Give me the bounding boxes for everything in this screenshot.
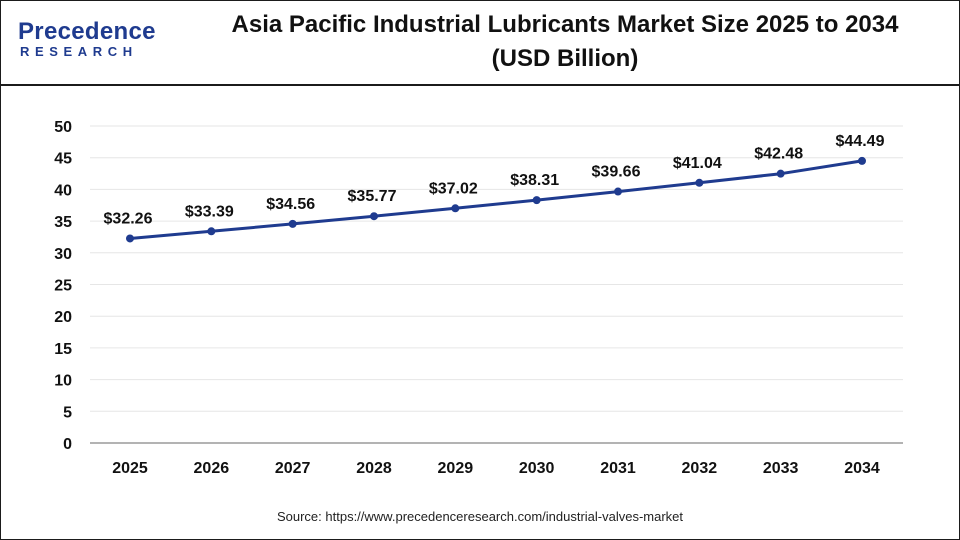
y-tick-label: 50 [54,119,72,136]
data-point [614,187,622,196]
y-tick-labels: 0 5 10 15 20 25 30 35 40 45 50 [54,119,72,453]
data-point [858,156,866,165]
data-label: $39.66 [592,164,641,181]
series-line [129,159,863,240]
precedence-research-logo: Precedence RESEARCH [18,18,168,66]
x-tick-label: 2033 [763,460,799,477]
x-tick-label: 2027 [275,460,311,477]
header: Precedence RESEARCH Asia Pacific Industr… [0,0,960,84]
chart-title-line-2: (USD Billion) [491,45,639,72]
y-tick-label: 25 [54,278,72,295]
chart-title: Asia Pacific Industrial Lubricants Marke… [180,8,950,76]
y-tick-label: 40 [54,182,72,199]
data-point [451,204,460,213]
x-tick-label: 2031 [600,460,636,477]
data-label: $42.48 [754,146,803,163]
data-point [695,178,704,187]
y-tick-label: 5 [63,404,72,421]
source-note: Source: https://www.precedenceresearch.c… [276,509,684,524]
x-tick-label: 2030 [519,460,555,477]
x-tick-label: 2026 [194,460,230,477]
data-label: $37.02 [429,180,478,197]
y-tick-label: 20 [54,309,72,326]
x-tick-label: 2032 [682,460,718,477]
data-label: $44.49 [836,133,885,150]
y-tick-label: 10 [54,373,72,390]
x-tick-labels: 2025 2026 2027 2028 2029 2030 2031 2032 2033 2034 [112,460,880,477]
data-point [370,212,378,221]
data-points [126,156,866,243]
data-point [126,234,134,243]
y-tick-label: 0 [63,436,72,453]
y-tick-label: 35 [54,214,72,231]
data-label: $34.56 [266,196,315,213]
y-tick-label: 15 [54,341,72,358]
data-point [288,219,297,228]
data-label: $38.31 [510,172,559,189]
x-tick-label: 2028 [356,460,392,477]
data-label: $33.39 [185,203,234,220]
logo-subtitle: RESEARCH [20,44,138,59]
data-label: $35.77 [348,188,397,205]
data-label: $41.04 [673,155,722,172]
x-tick-label: 2029 [438,460,474,477]
logo-wordmark: Precedence [18,18,156,45]
data-point [207,227,216,236]
x-tick-label: 2025 [112,460,148,477]
data-labels: $32.26 $33.39 $34.56 $35.77 $37.02 $38.31 $39.… [104,133,885,228]
data-label: $32.26 [104,210,153,227]
header-divider [0,84,960,86]
x-tick-label: 2034 [844,460,880,477]
data-point [532,196,541,205]
y-tick-label: 45 [54,151,72,168]
data-point [776,169,785,178]
chart-title-line-1: Asia Pacific Industrial Lubricants Marke… [231,11,899,38]
grid-lines [90,125,903,412]
series-line-path [129,159,863,240]
y-tick-label: 30 [54,246,72,263]
